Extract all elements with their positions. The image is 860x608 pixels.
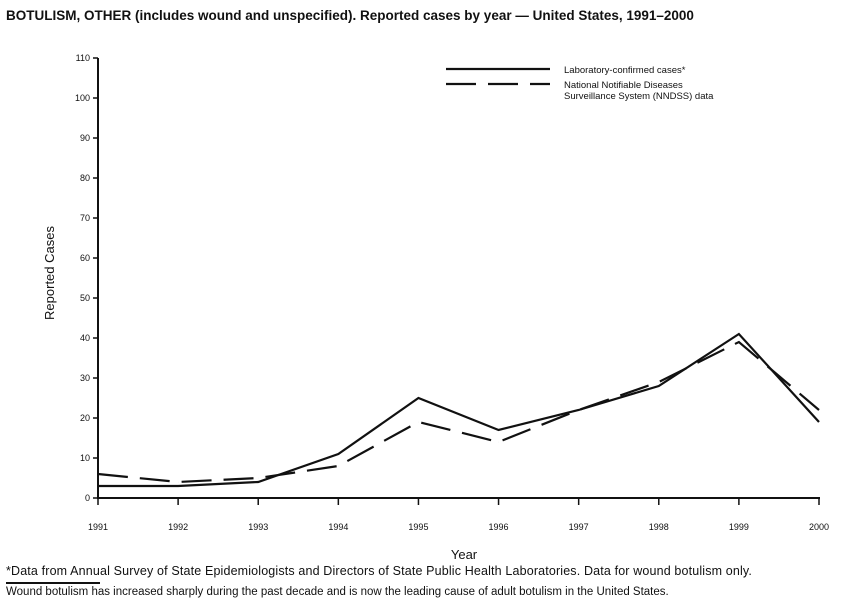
legend-label-lab-confirmed: Laboratory-confirmed cases* [564, 65, 686, 76]
y-tick-label: 10 [80, 453, 90, 463]
y-tick-label: 50 [80, 293, 90, 303]
footnote: *Data from Annual Survey of State Epidem… [6, 564, 753, 578]
y-axis-label: Reported Cases [42, 226, 57, 320]
y-tick-label: 90 [80, 133, 90, 143]
legend-label-nndss: National Notifiable Diseases [564, 80, 683, 91]
note: Wound botulism has increased sharply dur… [6, 586, 669, 598]
y-tick-label: 30 [80, 373, 90, 383]
x-tick-label: 1991 [88, 522, 108, 532]
x-tick-label: 1996 [489, 522, 509, 532]
x-tick-label: 1995 [408, 522, 428, 532]
series-line-nndss [97, 340, 820, 484]
y-tick-label: 110 [76, 53, 90, 63]
y-tick-label: 70 [80, 213, 90, 223]
y-tick-label: 40 [80, 333, 90, 343]
x-tick-label: 1994 [328, 522, 348, 532]
y-tick-label: 60 [80, 253, 90, 263]
y-tick-label: 80 [80, 173, 90, 183]
x-tick-label: 1998 [649, 522, 669, 532]
y-tick-label: 0 [85, 493, 90, 503]
footnote-divider [6, 582, 100, 584]
x-tick-label: 1997 [569, 522, 589, 532]
x-tick-label: 1993 [248, 522, 268, 532]
x-tick-label: 1992 [168, 522, 188, 532]
chart-title: BOTULISM, OTHER (includes wound and unsp… [6, 8, 694, 23]
series-line-lab-confirmed [98, 332, 820, 488]
x-axis-label: Year [451, 547, 478, 562]
x-tick-label: 1999 [729, 522, 749, 532]
x-tick-label: 2000 [809, 522, 829, 532]
y-tick-label: 20 [80, 413, 90, 423]
y-tick-label: 100 [75, 93, 90, 103]
legend-label-nndss: Surveillance System (NNDSS) data [564, 91, 714, 102]
